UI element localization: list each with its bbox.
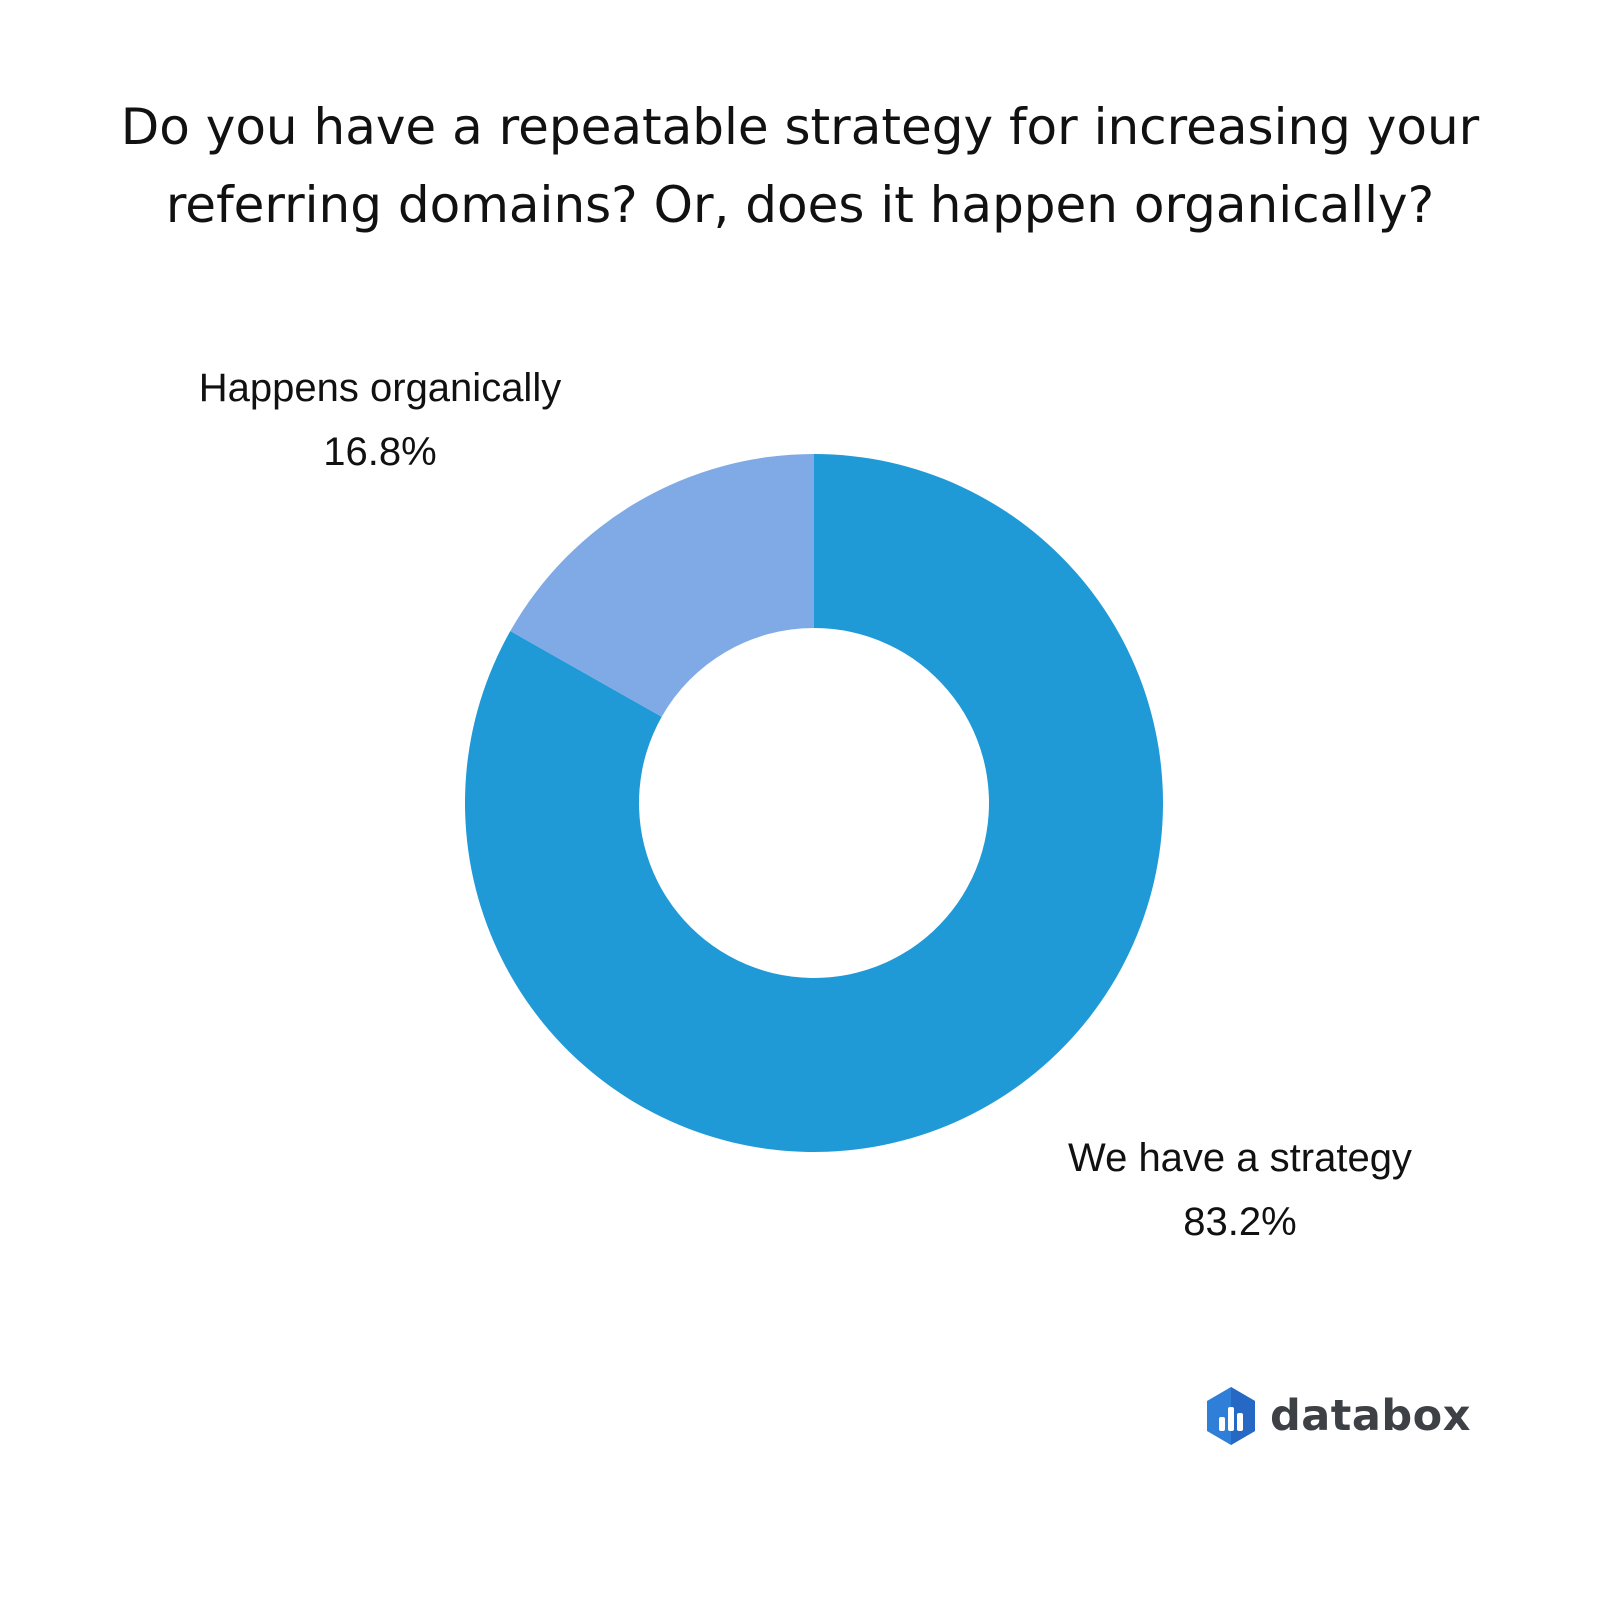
slice-label-name: We have a strategy (1068, 1136, 1412, 1180)
chart-title-line-2: referring domains? Or, does it happen or… (165, 176, 1435, 234)
chart-title: Do you have a repeatable strategy for in… (0, 88, 1600, 244)
donut-slice-happens-organically (510, 454, 814, 717)
databox-wordmark: databox (1270, 1391, 1471, 1441)
donut-slice-we-have-a-strategy (465, 454, 1163, 1152)
slice-label-value: 83.2% (1183, 1200, 1297, 1244)
chart-title-line-1: Do you have a repeatable strategy for in… (120, 98, 1480, 156)
slice-label-we-have-a-strategy: We have a strategy 83.2% (1030, 1126, 1450, 1254)
slice-label-name: Happens organically (198, 366, 562, 410)
slice-label-happens-organically: Happens organically 16.8% (170, 356, 590, 484)
databox-hexagon-icon (1207, 1387, 1255, 1445)
databox-logo: databox (1204, 1384, 1471, 1448)
slice-label-value: 16.8% (323, 430, 437, 474)
